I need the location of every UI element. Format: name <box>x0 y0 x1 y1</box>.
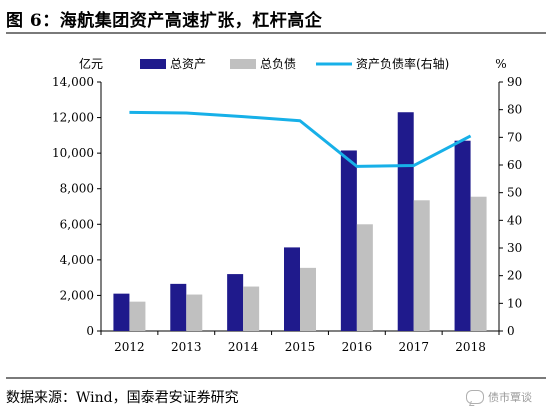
x-tick-label: 2014 <box>228 340 259 354</box>
bar-total-liabilities <box>243 286 260 331</box>
right-tick-label: 70 <box>507 130 522 144</box>
bar-total-liabilities <box>129 301 146 331</box>
bar-total-liabilities <box>413 200 430 331</box>
bar-total-assets <box>113 293 130 331</box>
bars <box>113 112 487 331</box>
right-tick-label: 60 <box>507 158 522 172</box>
left-tick-label: 8,000 <box>60 182 94 196</box>
chat-bubble-icon <box>466 390 484 404</box>
right-tick-label: 10 <box>507 296 522 310</box>
x-tick-label: 2012 <box>114 340 145 354</box>
left-tick-label: 0 <box>86 324 94 338</box>
x-tick-label: 2015 <box>285 340 316 354</box>
watermark: 债市覃谈 <box>466 389 532 405</box>
bar-total-liabilities <box>300 267 316 331</box>
right-tick-label: 20 <box>507 269 522 283</box>
x-tick-label: 2016 <box>342 340 373 354</box>
left-tick-label: 10,000 <box>52 146 94 160</box>
bar-total-liabilities <box>356 224 373 331</box>
left-tick-label: 14,000 <box>52 75 94 89</box>
right-tick-label: 40 <box>507 213 522 227</box>
left-tick-label: 12,000 <box>52 111 94 125</box>
watermark-text: 债市覃谈 <box>488 391 532 404</box>
right-axis-unit: % <box>495 57 506 71</box>
bar-total-assets <box>454 140 471 331</box>
right-tick-label: 90 <box>507 75 522 89</box>
bar-total-assets <box>397 112 414 331</box>
right-tick-label: 80 <box>507 103 522 117</box>
line-series <box>129 110 472 168</box>
left-axis-unit: 亿元 <box>79 56 103 71</box>
line-debt-ratio <box>129 110 472 168</box>
legend-label: 总资产 <box>170 57 206 71</box>
left-tick-label: 6,000 <box>60 217 94 231</box>
bar-total-assets <box>284 247 300 331</box>
chart: 0 2,000 4,000 6,000 8,000 10,000 12,000 14,000 0… <box>52 56 522 354</box>
right-tick-label: 0 <box>507 324 515 338</box>
bar-total-assets <box>227 274 244 331</box>
legend-label: 资产负债率(右轴) <box>356 56 449 71</box>
right-tick-label: 30 <box>507 241 522 255</box>
source-note: 数据来源：Wind，国泰君安证券研究 <box>6 390 239 406</box>
left-tick-label: 2,000 <box>60 288 94 302</box>
bar-total-assets <box>340 150 357 331</box>
axes: 0 2,000 4,000 6,000 8,000 10,000 12,000 14,000 0… <box>52 56 522 354</box>
right-tick-label: 50 <box>507 186 522 200</box>
x-tick-label: 2018 <box>455 340 486 354</box>
bar-total-liabilities <box>186 294 203 331</box>
bottom-rule <box>6 377 546 379</box>
top-rule <box>6 32 546 34</box>
left-tick-label: 4,000 <box>60 253 94 267</box>
legend-swatch <box>230 59 256 69</box>
bar-total-assets <box>170 283 187 331</box>
x-tick-label: 2013 <box>171 340 202 354</box>
x-tick-label: 2017 <box>398 340 429 354</box>
legend: 总资产 总负债 资产负债率(右轴) <box>140 56 449 71</box>
legend-label: 总负债 <box>260 57 296 71</box>
legend-swatch <box>140 59 166 69</box>
figure-title: 图 6：海航集团资产高速扩张，杠杆高企 <box>6 11 323 31</box>
bar-total-liabilities <box>470 196 487 331</box>
